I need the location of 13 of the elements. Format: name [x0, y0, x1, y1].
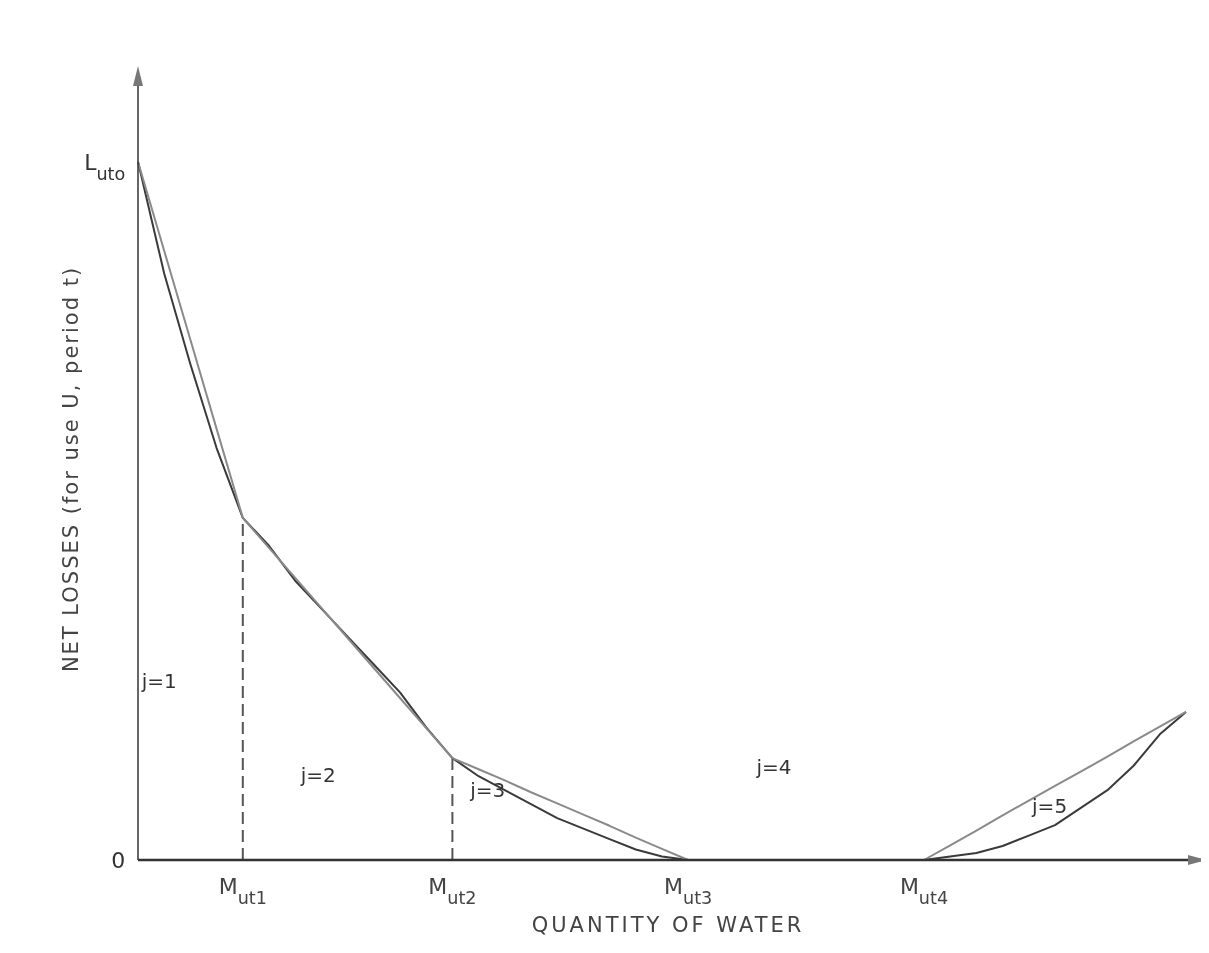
x-tick-label: M$_{ut2}$ [428, 874, 477, 908]
y-axis-title: NET LOSSES (for use U, period t) [59, 265, 83, 673]
text: 0 [111, 848, 126, 873]
annotation: j=1 [140, 668, 177, 693]
x-axis-title: QUANTITY OF WATER [531, 913, 805, 937]
annotation: j=3 [469, 778, 506, 803]
x-tick-label: M$_{ut1}$ [218, 874, 267, 908]
text: L$_{uto}$ [84, 149, 126, 184]
annotation: j=2 [299, 762, 336, 787]
x-tick-label: M$_{ut4}$ [899, 874, 949, 908]
annotation: j=5 [1031, 794, 1068, 819]
x-tick-label: M$_{ut3}$ [664, 874, 713, 908]
annotation: j=4 [755, 754, 792, 779]
